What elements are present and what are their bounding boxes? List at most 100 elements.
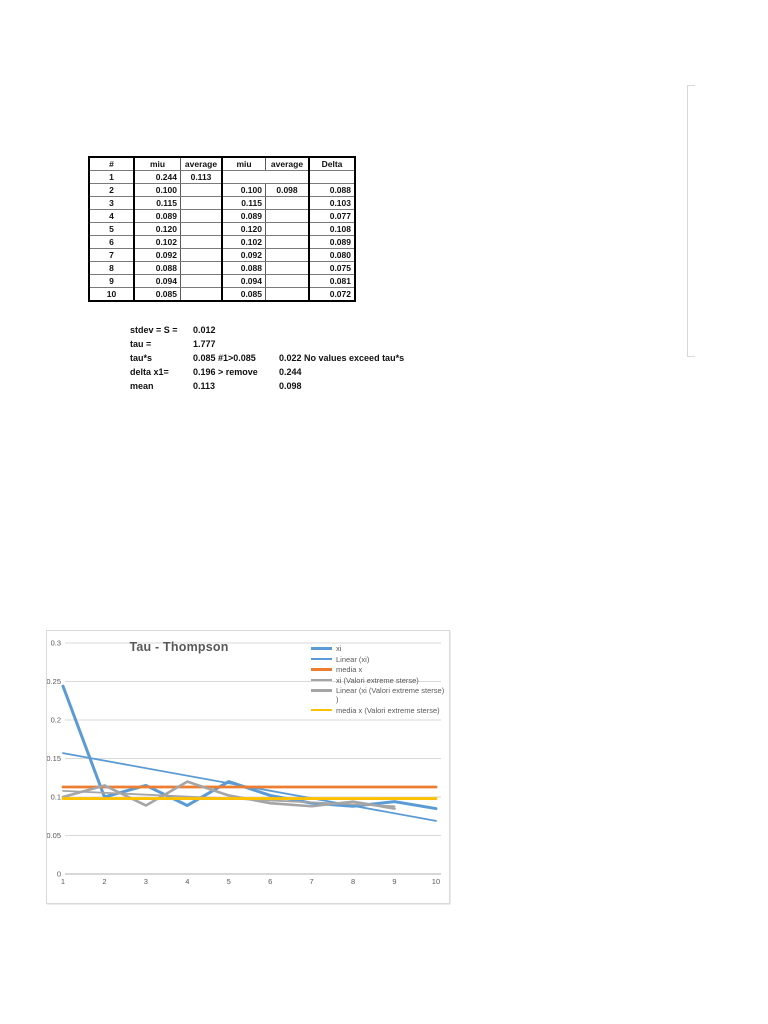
y-axis-tick-label: 0.25 bbox=[47, 677, 61, 686]
legend-label: media x (Valori extreme sterse) bbox=[336, 705, 440, 715]
table-cell bbox=[309, 170, 355, 184]
chart-title: Tau - Thompson bbox=[129, 640, 229, 654]
stats-extra: 0.022 No values exceed tau*s bbox=[279, 352, 405, 363]
table-cell: 0.098 bbox=[265, 183, 310, 197]
legend-line-swatch-icon bbox=[311, 678, 332, 682]
table-cell bbox=[265, 261, 310, 275]
stats-row: stdev = S = 0.012 bbox=[130, 324, 550, 338]
table-cell: 0.089 bbox=[222, 209, 266, 223]
table-row: 2 0.100 0.100 0.098 0.088 bbox=[89, 183, 355, 197]
table-cell bbox=[265, 170, 310, 184]
table-cell bbox=[222, 170, 266, 184]
y-axis-tick-label: 0.05 bbox=[47, 831, 61, 840]
stats-value: 0.196 > remove bbox=[193, 366, 258, 377]
table-cell: 0.088 bbox=[309, 183, 355, 197]
table-cell bbox=[265, 235, 310, 249]
y-axis-tick-label: 0.2 bbox=[51, 716, 61, 725]
x-axis-tick-label: 5 bbox=[227, 877, 231, 886]
table-cell: 3 bbox=[89, 196, 135, 210]
table-cell: 6 bbox=[89, 235, 135, 249]
y-axis-tick-label: 0 bbox=[57, 870, 61, 879]
table-cell bbox=[180, 209, 223, 223]
chart-plot-area: 0 0.05 0.1 0.15 0.2 0.25 0.3 1 2 3 4 5 6 7 8 9 10 bbox=[47, 639, 441, 886]
table-header-cell: average bbox=[180, 157, 223, 171]
legend-entry: Linear (xi (Valori extreme sterse) ) bbox=[311, 686, 445, 704]
table-cell: 0.244 bbox=[134, 170, 181, 184]
table-cell bbox=[180, 274, 223, 288]
table-cell: 0.081 bbox=[309, 274, 355, 288]
table-cell bbox=[265, 274, 310, 288]
table-row: 10 0.085 0.085 0.072 bbox=[89, 287, 355, 301]
y-axis-tick-label: 0.3 bbox=[51, 639, 61, 648]
table-header-cell: Delta bbox=[309, 157, 355, 171]
stats-extra: 0.244 bbox=[279, 366, 302, 377]
table-cell: 0.102 bbox=[134, 235, 181, 249]
stats-row: delta x1= 0.196 > remove 0.244 bbox=[130, 366, 550, 380]
legend-label: media x bbox=[336, 665, 363, 674]
table-row: 1 0.244 0.113 bbox=[89, 170, 355, 184]
table-cell: 7 bbox=[89, 248, 135, 262]
x-axis-tick-label: 7 bbox=[310, 877, 314, 886]
table-cell: 0.085 bbox=[222, 287, 266, 301]
table-cell: 0.077 bbox=[309, 209, 355, 223]
table-header-cell: miu bbox=[222, 157, 266, 171]
table-cell: 0.108 bbox=[309, 222, 355, 236]
table-cell: 0.080 bbox=[309, 248, 355, 262]
table-cell: 0.100 bbox=[134, 183, 181, 197]
legend-line-swatch-icon bbox=[311, 657, 332, 661]
table-cell: 2 bbox=[89, 183, 135, 197]
table-cell: 5 bbox=[89, 222, 135, 236]
stats-row: mean 0.113 0.098 bbox=[130, 380, 550, 394]
legend-entry: media x (Valori extreme sterse) bbox=[311, 706, 445, 715]
table-cell bbox=[265, 287, 310, 301]
table-cell: 0.115 bbox=[222, 196, 266, 210]
table-cell: 10 bbox=[89, 287, 135, 301]
table-cell: 0.088 bbox=[222, 261, 266, 275]
table-cell: 9 bbox=[89, 274, 135, 288]
stats-label: delta x1= bbox=[130, 366, 169, 377]
stats-label: tau = bbox=[130, 338, 152, 349]
x-axis-tick-label: 3 bbox=[144, 877, 148, 886]
legend-label: xi (Valori extreme sterse) bbox=[336, 675, 419, 685]
table-cell bbox=[180, 196, 223, 210]
table-header-cell: average bbox=[265, 157, 310, 171]
legend-line-swatch-icon bbox=[311, 668, 332, 671]
table-cell: 0.102 bbox=[222, 235, 266, 249]
stats-label: tau*s bbox=[130, 352, 153, 363]
stats-row: tau = 1.777 bbox=[130, 338, 550, 352]
table-cell: 0.103 bbox=[309, 196, 355, 210]
table-cell: 0.094 bbox=[134, 274, 181, 288]
stats-row: tau*s 0.085 #1>0.085 0.022 No values excee… bbox=[130, 352, 550, 366]
table-row: 3 0.115 0.115 0.103 bbox=[89, 196, 355, 210]
y-axis-tick-label: 0.15 bbox=[47, 754, 61, 763]
y-axis-tick-label: 0.1 bbox=[51, 793, 61, 802]
table-cell: 0.089 bbox=[309, 235, 355, 249]
table-row: 8 0.088 0.088 0.075 bbox=[89, 261, 355, 275]
table-cell: 0.089 bbox=[134, 209, 181, 223]
x-axis-tick-label: 8 bbox=[351, 877, 355, 886]
x-axis-tick-label: 4 bbox=[185, 877, 189, 886]
table-cell: 0.092 bbox=[134, 248, 181, 262]
table-row: 4 0.089 0.089 0.077 bbox=[89, 209, 355, 223]
table-row: 9 0.094 0.094 0.081 bbox=[89, 274, 355, 288]
x-axis-tick-label: 9 bbox=[392, 877, 396, 886]
miu-statistics-table: # miu average miu average Delta 1 0.244 0.113 2 0… bbox=[88, 156, 356, 302]
table-header-row: # miu average miu average Delta bbox=[89, 157, 355, 171]
table-cell bbox=[180, 261, 223, 275]
table-cell: 0.085 bbox=[134, 287, 181, 301]
table-cell: 8 bbox=[89, 261, 135, 275]
chart-legend: xi Linear (xi) media x xi (Valori extreme s… bbox=[311, 644, 445, 716]
stats-label: stdev = S = bbox=[130, 325, 178, 335]
stats-label: mean bbox=[130, 380, 154, 391]
table-header-cell: miu bbox=[134, 157, 181, 171]
legend-line-swatch-icon bbox=[311, 708, 332, 712]
table-cell: 0.120 bbox=[134, 222, 181, 236]
legend-label: Linear (xi) bbox=[336, 654, 370, 664]
legend-line-swatch-icon bbox=[311, 689, 332, 692]
table-row: 5 0.120 0.120 0.108 bbox=[89, 222, 355, 236]
table-cell: 0.115 bbox=[134, 196, 181, 210]
table-cell bbox=[265, 222, 310, 236]
legend-entry: media x bbox=[311, 665, 445, 674]
thompson-tau-stats-block: stdev = S = 0.012 tau = 1.777 tau*s 0.085 #1>… bbox=[130, 324, 550, 393]
